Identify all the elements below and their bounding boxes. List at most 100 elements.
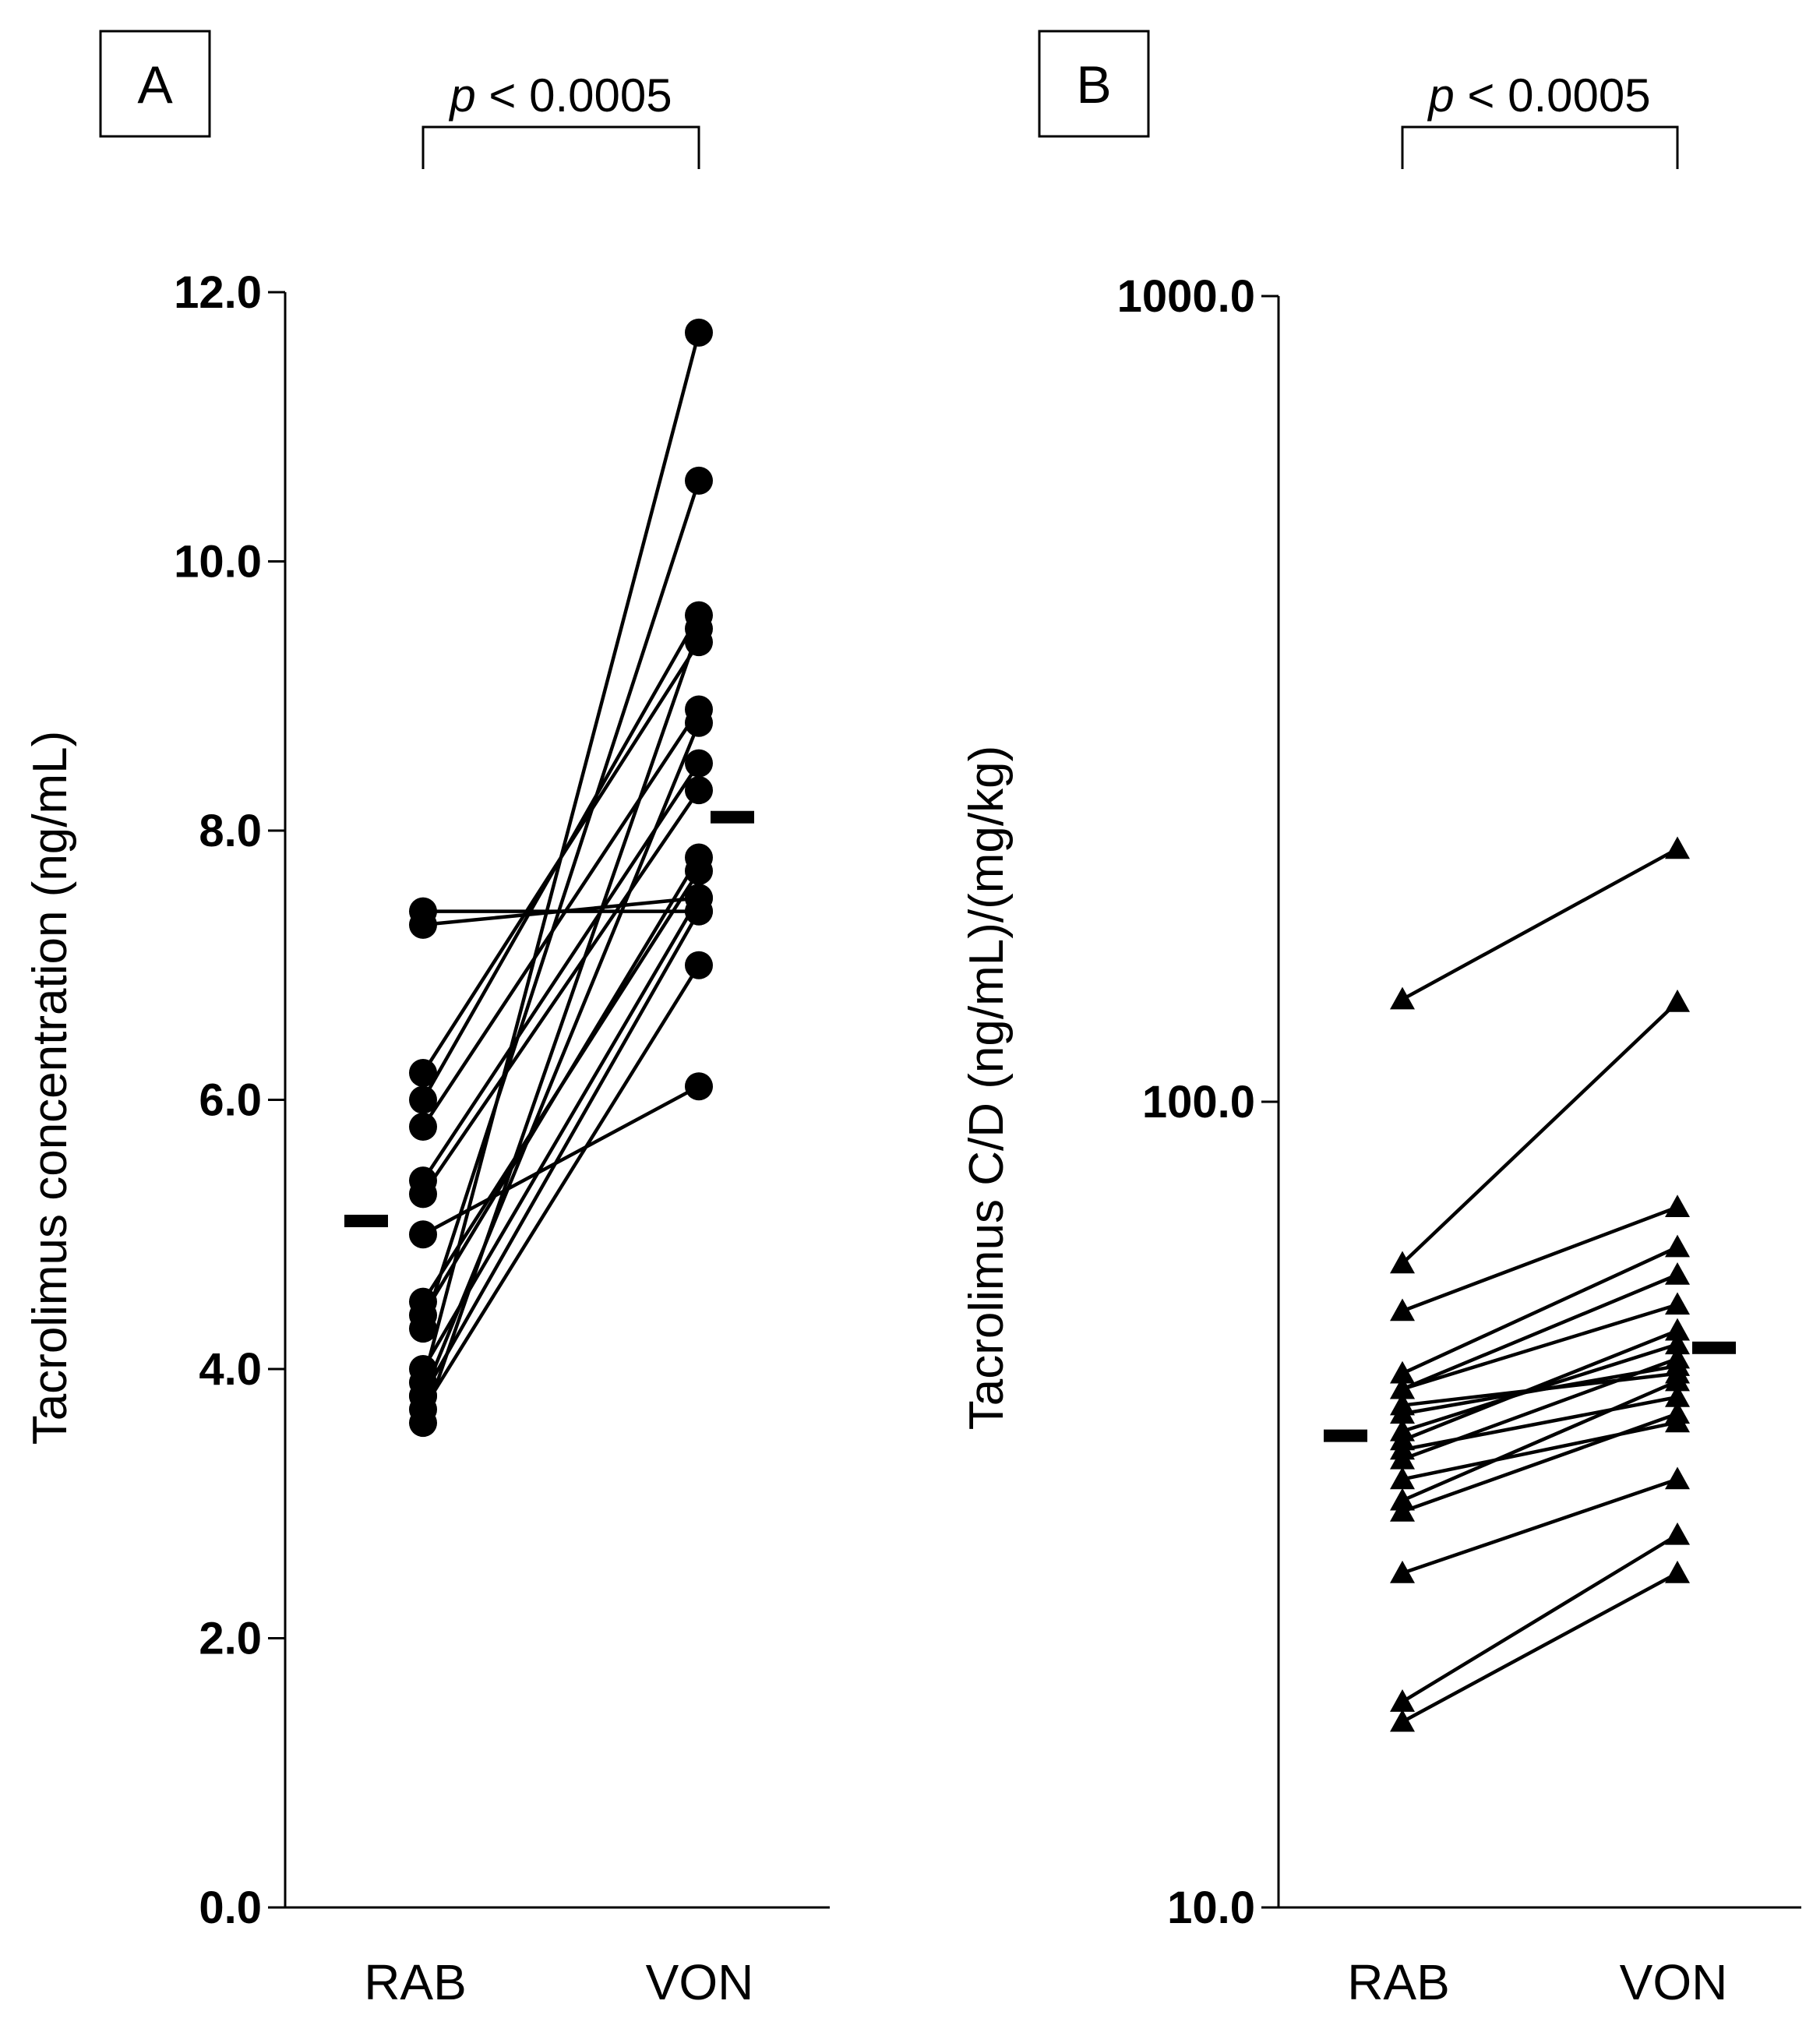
panel-b-point-von (1665, 1332, 1690, 1355)
panel-b-pair-line (1401, 847, 1679, 1001)
panel-b-pair-line (1402, 1357, 1678, 1461)
panel-a-y-tick-label: 0.0 (199, 1883, 262, 1933)
panel-a-y-tick-label: 10.0 (174, 537, 262, 588)
panel-b-point-rab (1390, 1466, 1415, 1490)
panel-b-category-von: VON (1620, 1954, 1728, 2010)
panel-b-category-rab: RAB (1347, 1954, 1450, 2010)
panel-b-point-rab (1390, 1401, 1415, 1424)
panel-a-category-rab: RAB (364, 1954, 467, 2010)
panel-a-pair-line (421, 789, 700, 1195)
panel-a-pair-line (421, 964, 700, 1411)
panel-b-point-von (1665, 1368, 1690, 1392)
panel-b-point-von (1665, 1522, 1690, 1545)
panel-b-pair-line (1401, 1571, 1679, 1724)
panel-b-y-axis-title: Tacrolimus C/D (ng/mL)/(mg/kg) (960, 746, 1014, 1430)
panel-b-p-value: p < 0.0005 (1427, 69, 1650, 122)
panel-a-pair-line (421, 332, 701, 1383)
panel-a: A p < 0.0005 0.0 2.0 4.0 6.0 8.0 10.0 12.0 RAB… (23, 30, 830, 2010)
panel-a-point-von (685, 466, 713, 495)
panel-b-point-rab (1390, 1689, 1415, 1712)
panel-b: B p < 0.0005 10.0 100.0 1000.0 RAB VON Tac… (960, 30, 1801, 2010)
panel-a-y-tick-label: 12.0 (174, 267, 262, 318)
panel-b-point-rab (1390, 986, 1415, 1010)
panel-a-point-von (685, 318, 713, 347)
panel-a-pair-line (421, 708, 700, 1128)
panel-b-pair-line (1402, 1420, 1678, 1481)
panel-a-pair-line (421, 722, 701, 1397)
panel-b-point-rab (1390, 1376, 1415, 1399)
panel-b-pair-line (1402, 1412, 1678, 1514)
panel-b-pair-line (1402, 1272, 1678, 1391)
panel-b-point-von (1665, 1234, 1690, 1258)
panel-a-pair-line (421, 628, 701, 1424)
panel-b-pair-line (1401, 1000, 1679, 1265)
panel-b-point-rab (1390, 1498, 1415, 1522)
panel-b-points (1390, 836, 1690, 1732)
panel-b-point-rab (1390, 1360, 1415, 1384)
panel-b-y-ticks: 10.0 100.0 1000.0 (1117, 271, 1279, 1933)
panel-a-y-tick-label: 2.0 (199, 1614, 262, 1664)
panel-a-pair-lines (421, 332, 701, 1424)
panel-b-pair-lines (1401, 847, 1679, 1724)
panel-b-y-tick-label: 10.0 (1167, 1883, 1255, 1933)
panel-b-point-rab (1390, 1560, 1415, 1583)
panel-a-point-rab (409, 1314, 437, 1343)
panel-b-point-von (1665, 1262, 1690, 1285)
panel-b-y-tick-label: 100.0 (1142, 1077, 1255, 1127)
panel-b-point-von (1665, 1292, 1690, 1315)
panel-a-y-tick-label: 4.0 (199, 1344, 262, 1395)
panel-a-points (409, 318, 713, 1438)
panel-a-label: A (137, 55, 173, 115)
panel-b-point-rab (1390, 1446, 1415, 1470)
panel-a-point-rab (409, 910, 437, 939)
panel-a-point-rab (409, 1058, 437, 1087)
panel-b-significance-bracket (1401, 125, 1679, 169)
panel-b-point-von (1665, 836, 1690, 859)
panel-a-point-von (685, 1072, 713, 1101)
panel-b-point-von (1665, 1466, 1690, 1490)
panel-b-means (1324, 1341, 1736, 1442)
panel-a-point-von (685, 951, 713, 979)
panel-a-y-ticks: 0.0 2.0 4.0 6.0 8.0 10.0 12.0 (174, 267, 285, 1933)
panel-a-point-rab (409, 1085, 437, 1114)
panel-a-mean-von (711, 810, 754, 824)
panel-a-point-rab (409, 1409, 437, 1438)
panel-a-pair-line (421, 856, 700, 1317)
panel-b-point-rab (1390, 1298, 1415, 1321)
panel-b-pair-line (1402, 1245, 1678, 1375)
panel-a-y-tick-label: 6.0 (199, 1075, 262, 1126)
panel-a-y-tick-label: 8.0 (199, 806, 262, 856)
panel-a-pair-line (421, 910, 700, 1397)
panel-b-point-von (1665, 1560, 1690, 1583)
panel-a-significance-bracket (421, 125, 700, 169)
panel-a-means (344, 810, 754, 1227)
panel-b-mean-von (1692, 1341, 1736, 1354)
panel-a-y-axis-title: Tacrolimus concentration (ng/mL) (23, 731, 77, 1445)
panel-a-pair-line (421, 1085, 700, 1237)
panel-b-pair-line (1401, 1533, 1679, 1703)
panel-b-point-von (1665, 989, 1690, 1012)
panel-a-point-von (685, 843, 713, 872)
panel-a-point-rab (409, 1113, 437, 1142)
panel-b-point-rab (1390, 1251, 1415, 1274)
panel-b-point-von (1665, 1194, 1690, 1218)
panel-a-pair-line (422, 896, 700, 927)
panel-b-pair-line (1402, 1343, 1678, 1433)
panel-b-pair-line (1402, 1205, 1678, 1313)
panel-b-y-tick-label: 1000.0 (1117, 271, 1255, 322)
panel-b-label: B (1076, 55, 1111, 115)
panel-b-point-von (1665, 1384, 1690, 1407)
panel-a-point-rab (409, 1180, 437, 1209)
panel-a-point-von (685, 614, 713, 643)
panel-a-pair-line (421, 480, 701, 1329)
panel-a-label-box (99, 30, 211, 138)
panel-b-point-von (1665, 1346, 1690, 1369)
panel-a-point-von (685, 897, 713, 926)
panel-a-point-von (685, 749, 713, 778)
panel-a-category-von: VON (646, 1954, 754, 2010)
panel-b-point-von (1665, 1318, 1690, 1341)
panel-b-pair-line (1402, 1329, 1678, 1442)
panel-b-pair-line (1402, 1303, 1678, 1391)
panel-a-p-value: p < 0.0005 (448, 69, 672, 122)
